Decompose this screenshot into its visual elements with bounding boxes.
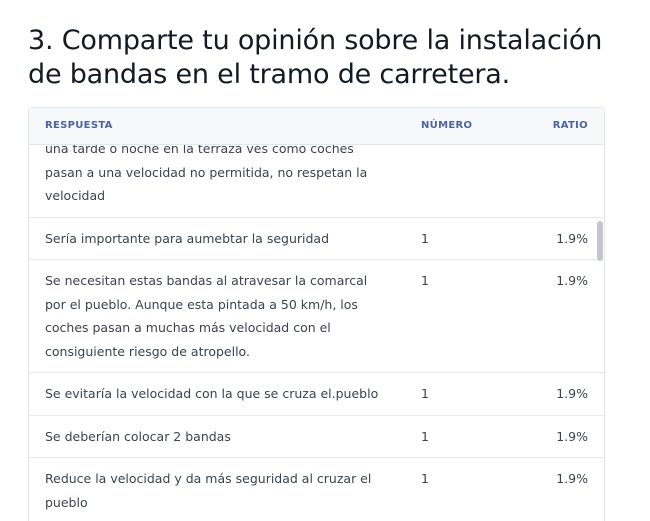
response-count: 1 bbox=[421, 471, 429, 486]
responses-table: RESPUESTA NÚMERO RATIO una tarde o noche… bbox=[28, 107, 605, 521]
table-header: RESPUESTA NÚMERO RATIO bbox=[29, 108, 604, 145]
response-count: 1 bbox=[421, 386, 429, 401]
table-row: Reduce la velocidad y da más seguridad a… bbox=[29, 458, 604, 521]
response-ratio: 1.9% bbox=[556, 386, 588, 401]
column-header-respuesta[interactable]: RESPUESTA bbox=[45, 120, 113, 131]
question-title: 3. Comparte tu opinión sobre la instalac… bbox=[28, 25, 603, 90]
table-row: Se necesitan estas bandas al atravesar l… bbox=[29, 260, 604, 373]
response-count: 1 bbox=[421, 230, 429, 246]
table-row: una tarde o noche en la terraza ves como… bbox=[29, 145, 604, 218]
scrollbar-thumb[interactable] bbox=[597, 221, 603, 261]
response-ratio: 1.9% bbox=[556, 273, 588, 288]
table-row: Sería importante para aumebtar la seguri… bbox=[29, 218, 604, 260]
table-rows: una tarde o noche en la terraza ves como… bbox=[29, 145, 604, 521]
response-ratio: 1.9% bbox=[556, 471, 588, 486]
response-ratio: 1.9% bbox=[556, 230, 588, 246]
response-text: Se necesitan estas bandas al atravesar l… bbox=[45, 273, 368, 359]
response-ratio: 1.9% bbox=[556, 428, 588, 444]
response-text: Reduce la velocidad y da más seguridad a… bbox=[45, 471, 372, 510]
column-header-ratio[interactable]: RATIO bbox=[552, 120, 588, 131]
response-text: una tarde o noche en la terraza ves como… bbox=[45, 145, 368, 203]
table-body-scroll-area[interactable]: una tarde o noche en la terraza ves como… bbox=[29, 145, 604, 521]
column-header-numero[interactable]: NÚMERO bbox=[421, 120, 473, 131]
response-text: Se deberían colocar 2 bandas bbox=[45, 428, 231, 444]
response-count: 1 bbox=[421, 428, 429, 444]
table-row: Se evitaría la velocidad con la que se c… bbox=[29, 373, 604, 416]
response-text: Se evitaría la velocidad con la que se c… bbox=[45, 386, 379, 401]
response-count: 1 bbox=[421, 273, 429, 288]
table-row: Se deberían colocar 2 bandas 1 1.9% bbox=[29, 416, 604, 458]
response-text: Sería importante para aumebtar la seguri… bbox=[45, 230, 330, 246]
